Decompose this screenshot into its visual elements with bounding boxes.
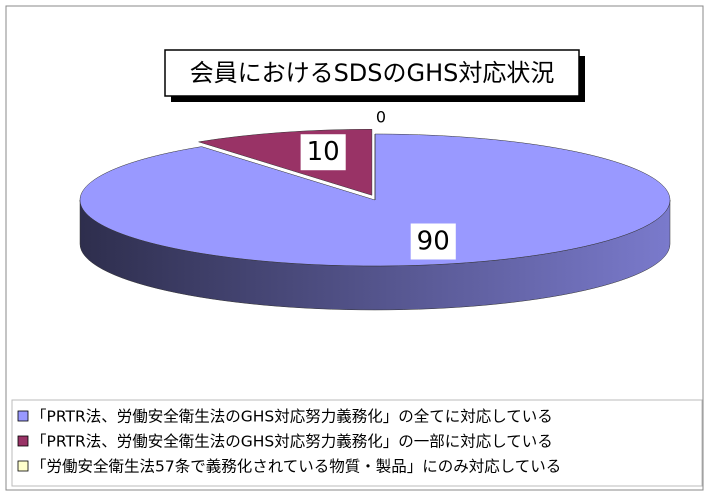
legend-swatch bbox=[17, 410, 29, 422]
chart-title: 会員におけるSDSのGHS対応状況 bbox=[190, 59, 555, 87]
title-box bbox=[164, 49, 580, 97]
legend-box bbox=[11, 399, 703, 487]
data-label-box bbox=[300, 134, 346, 171]
data-label: 90 bbox=[417, 227, 450, 257]
legend-swatch bbox=[17, 460, 29, 472]
data-label: 10 bbox=[307, 137, 340, 167]
legend-label: 「PRTR法、労働安全衛生法のGHS対応努力義務化」の一部に対応している bbox=[31, 433, 553, 451]
legend-label: 「労働安全衛生法57条で義務化されている物質・製品」にのみ対応している bbox=[31, 458, 561, 476]
legend-label: 「PRTR法、労働安全衛生法のGHS対応努力義務化」の全てに対応している bbox=[31, 408, 553, 426]
legend-swatch bbox=[17, 435, 29, 447]
data-label-box bbox=[410, 223, 456, 260]
data-label: 0 bbox=[376, 108, 386, 127]
